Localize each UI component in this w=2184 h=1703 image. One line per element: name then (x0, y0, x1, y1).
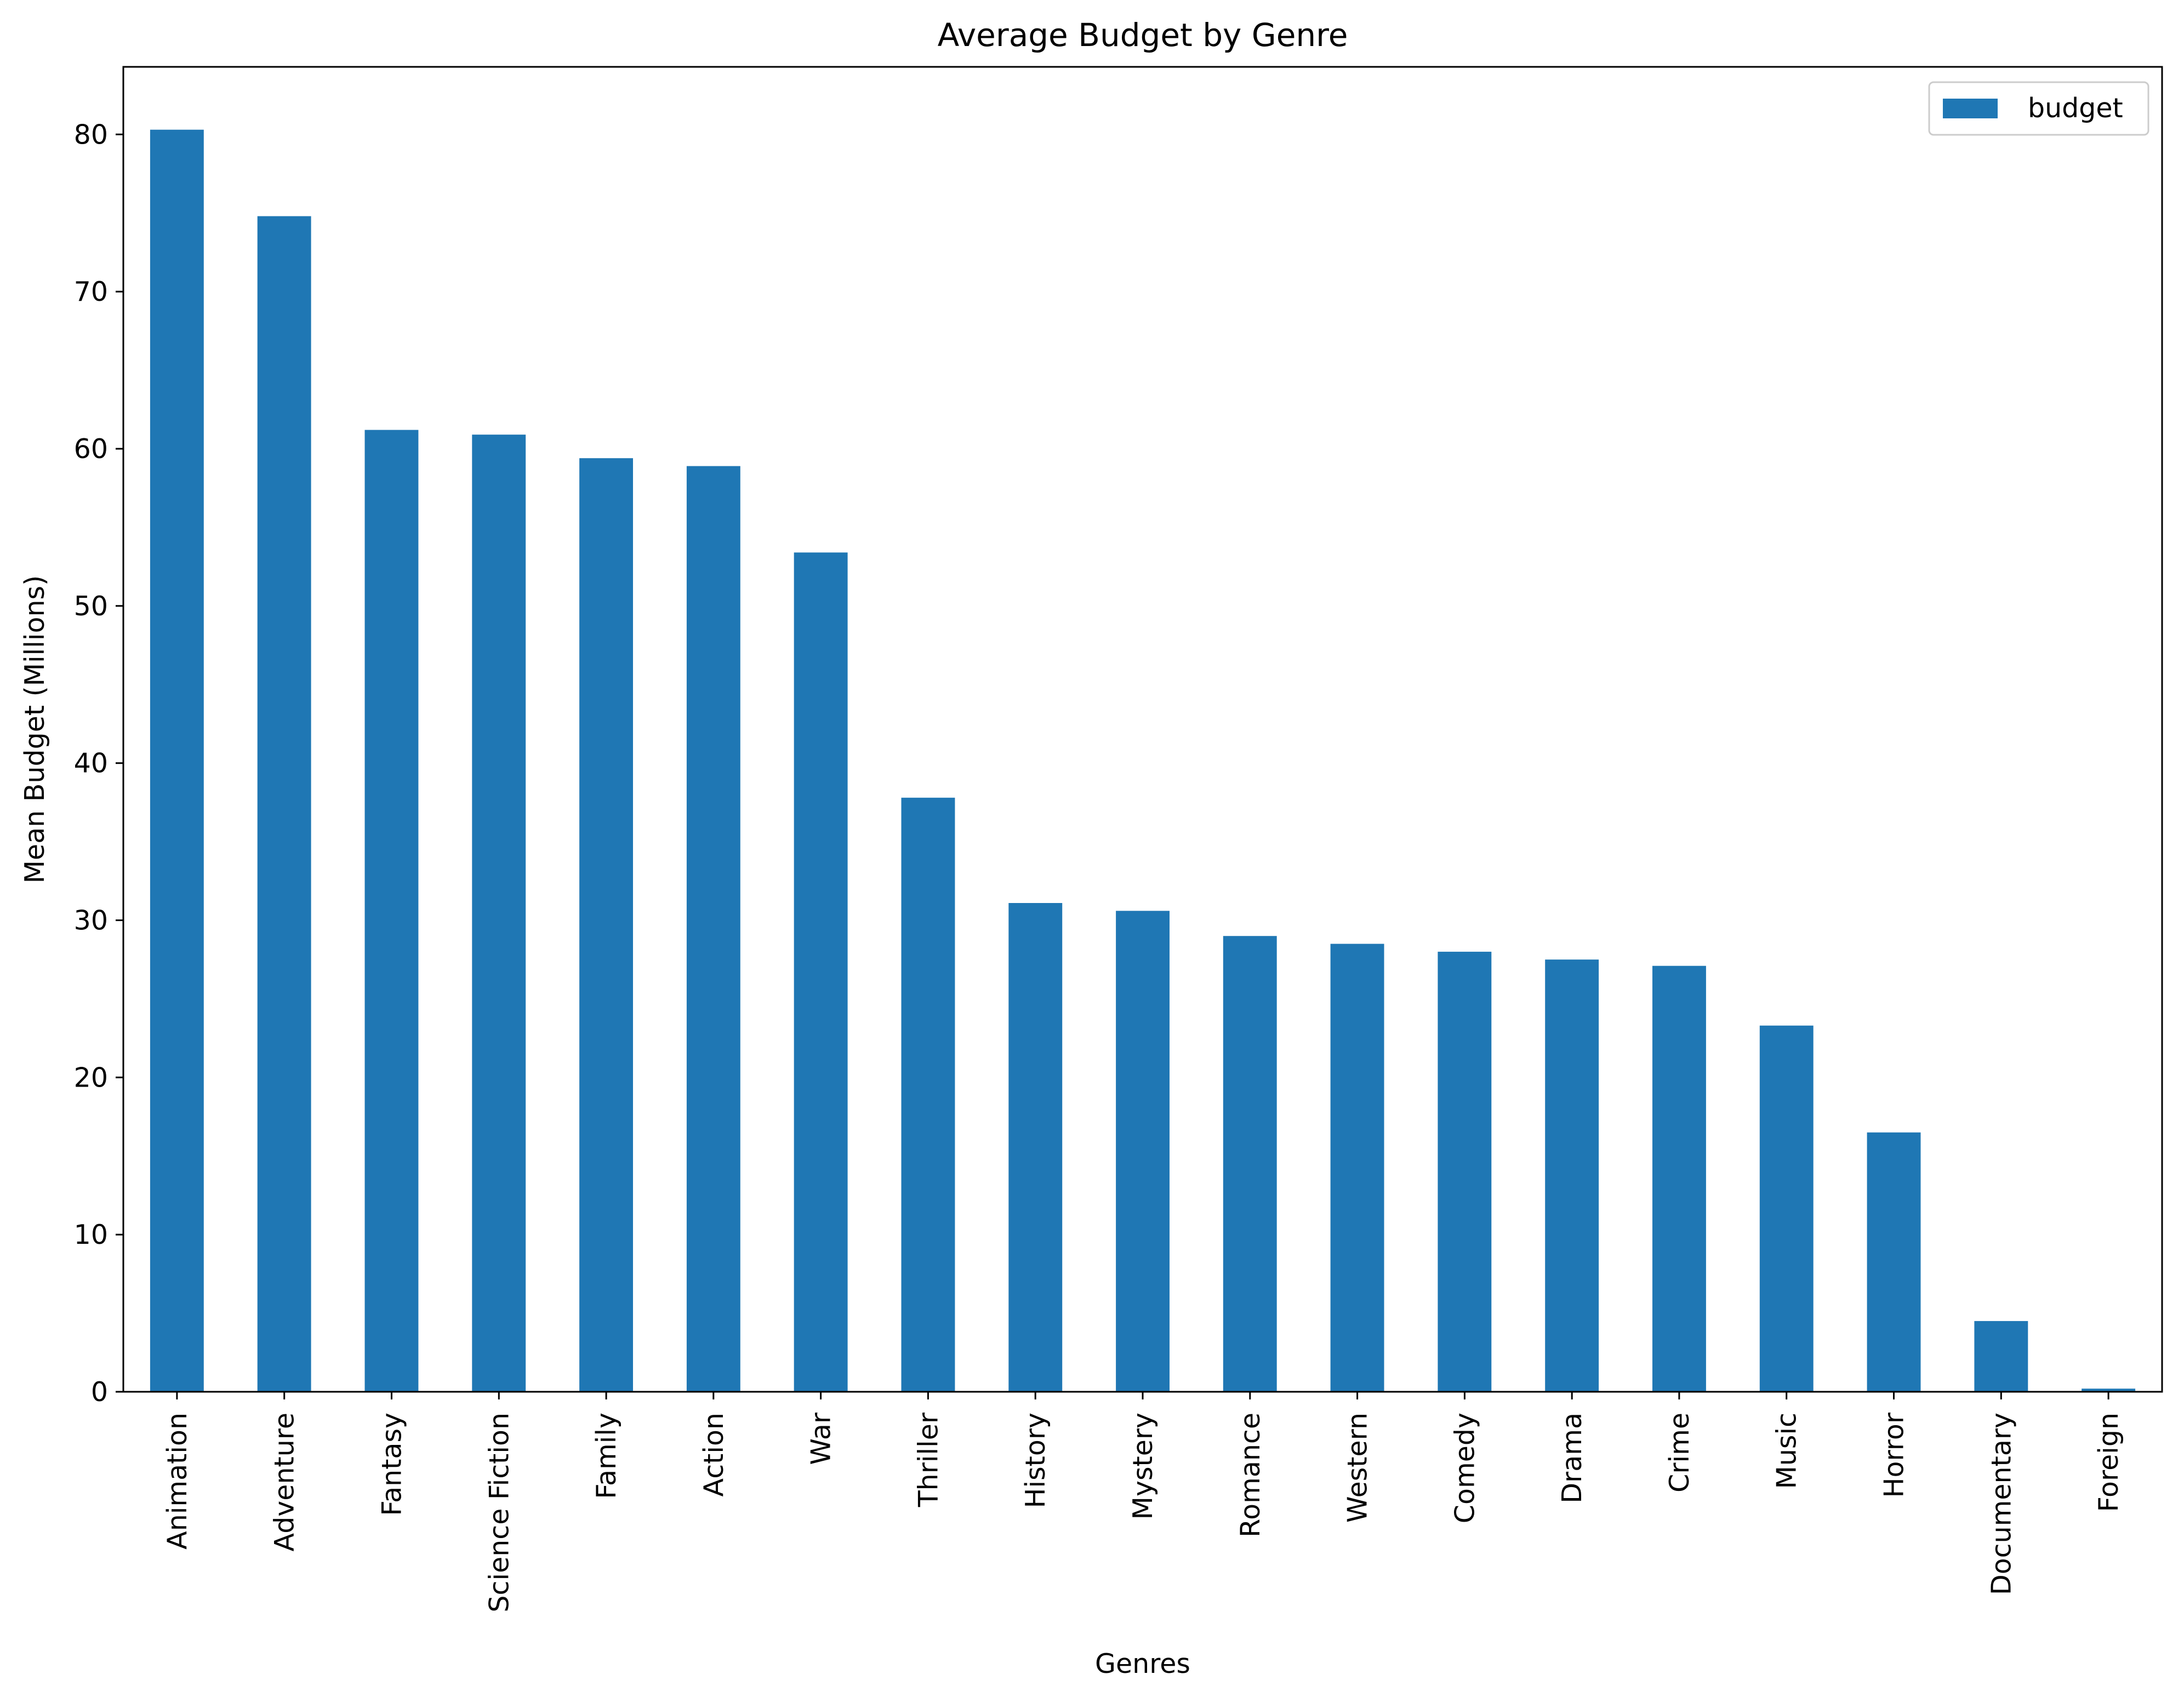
y-tick-label: 40 (74, 748, 108, 779)
chart-title: Average Budget by Genre (938, 16, 1348, 54)
bar-war (794, 552, 848, 1392)
bar-comedy (1438, 951, 1492, 1392)
y-tick-label: 10 (74, 1219, 108, 1250)
x-tick-label: Mystery (1127, 1413, 1159, 1519)
x-tick-label: Horror (1879, 1412, 1910, 1498)
y-tick-label: 70 (74, 276, 108, 307)
bar-documentary (1974, 1321, 2028, 1392)
bar-horror (1867, 1132, 1921, 1392)
x-tick-label: Western (1342, 1413, 1373, 1523)
x-tick-label: Drama (1556, 1413, 1588, 1504)
x-tick-label: History (1020, 1413, 1051, 1508)
x-tick-label: Adventure (269, 1413, 300, 1551)
bar-western (1330, 944, 1384, 1392)
x-tick-label: Music (1771, 1413, 1803, 1489)
legend-label: budget (2028, 93, 2123, 124)
bars-layer (150, 129, 2136, 1392)
x-tick-label: Foreign (2093, 1413, 2124, 1512)
bar-family (579, 458, 633, 1392)
x-axis-label: Genres (1095, 1648, 1190, 1679)
y-tick-label: 0 (91, 1376, 108, 1408)
y-tick-label: 20 (74, 1062, 108, 1093)
bar-thriller (901, 797, 955, 1392)
x-tick-label: Comedy (1449, 1413, 1480, 1523)
bar-history (1008, 903, 1063, 1392)
bar-mystery (1116, 911, 1170, 1392)
legend-swatch (1943, 99, 1998, 118)
legend-box (1928, 81, 2149, 136)
x-axis-ticks: Animation Adventure Fantasy Science Fiction… (162, 1392, 2124, 1613)
y-axis-label: Mean Budget (Millions) (19, 575, 50, 883)
bar-music (1759, 1025, 1814, 1392)
bar-adventure (257, 216, 311, 1392)
plot-area-frame (122, 66, 2163, 1393)
y-tick-label: 60 (74, 433, 108, 465)
legend: budget (1928, 81, 2149, 136)
x-tick-label: Science Fiction (483, 1413, 515, 1613)
x-tick-label: Romance (1235, 1413, 1266, 1538)
x-tick-label: Documentary (1986, 1413, 2017, 1595)
bar-science-fiction (472, 435, 526, 1392)
bar-fantasy (364, 430, 419, 1392)
bar-crime (1652, 965, 1706, 1392)
bar-action (686, 466, 740, 1392)
x-tick-label: Fantasy (377, 1413, 408, 1516)
bar-romance (1223, 936, 1277, 1392)
bar-animation (150, 129, 204, 1392)
x-tick-label: War (806, 1412, 837, 1465)
x-tick-label: Thriller (913, 1412, 944, 1507)
x-tick-label: Family (591, 1413, 622, 1499)
y-axis-ticks: 0 10 20 30 40 50 60 70 80 (74, 119, 123, 1408)
x-tick-label: Crime (1664, 1413, 1695, 1493)
x-tick-label: Animation (162, 1413, 193, 1550)
bar-foreign (2082, 1388, 2136, 1392)
y-tick-label: 50 (74, 591, 108, 622)
y-tick-label: 30 (74, 905, 108, 936)
y-tick-label: 80 (74, 119, 108, 150)
x-tick-label: Action (698, 1413, 729, 1496)
bar-drama (1545, 959, 1599, 1392)
